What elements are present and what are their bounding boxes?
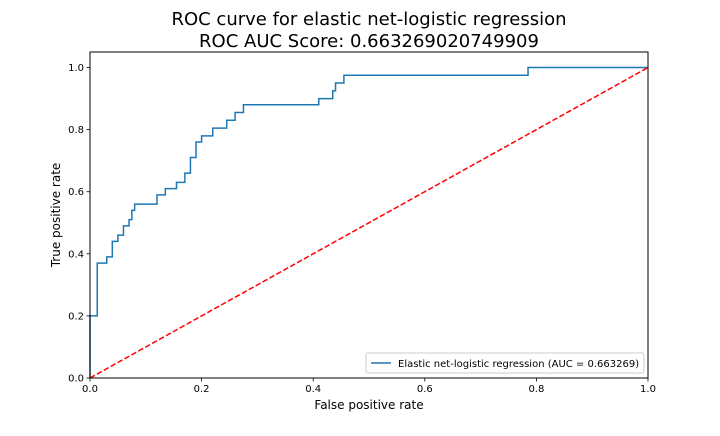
y-tick-label: 0.0 bbox=[68, 374, 84, 385]
x-tick-label: 0.2 bbox=[194, 384, 210, 395]
chart-title: ROC curve for elastic net-logistic regre… bbox=[171, 9, 566, 30]
y-tick-label: 0.4 bbox=[68, 249, 84, 260]
y-tick-label: 1.0 bbox=[68, 63, 84, 74]
x-tick-label: 0.8 bbox=[528, 384, 544, 395]
plot-frame bbox=[89, 51, 649, 379]
x-tick-label: 0.4 bbox=[305, 384, 321, 395]
plot-area: 0.0 0.2 0.4 0.6 0.8 1.0 0.0 0.2 0.4 0.6 0.8 1.0 bbox=[68, 51, 656, 395]
legend-box bbox=[365, 352, 645, 374]
x-tick-label: 0.6 bbox=[417, 384, 433, 395]
y-tick-label: 0.8 bbox=[68, 125, 84, 136]
legend-label: Elastic net-logistic regression (AUC = 0… bbox=[398, 359, 639, 370]
x-axis-label: False positive rate bbox=[314, 398, 423, 412]
chart-subtitle: ROC AUC Score: 0.663269020749909 bbox=[199, 31, 539, 52]
y-tick-label: 0.2 bbox=[68, 311, 84, 322]
series-line-1 bbox=[89, 66, 649, 379]
x-tick-label: 1.0 bbox=[640, 384, 656, 395]
legend: Elastic net-logistic regression (AUC = 0… bbox=[365, 352, 645, 374]
y-axis-label: True positive rate bbox=[49, 163, 63, 269]
x-tick-label: 0.0 bbox=[82, 384, 98, 395]
y-tick-label: 0.6 bbox=[68, 187, 84, 198]
series-line-0 bbox=[89, 66, 648, 378]
